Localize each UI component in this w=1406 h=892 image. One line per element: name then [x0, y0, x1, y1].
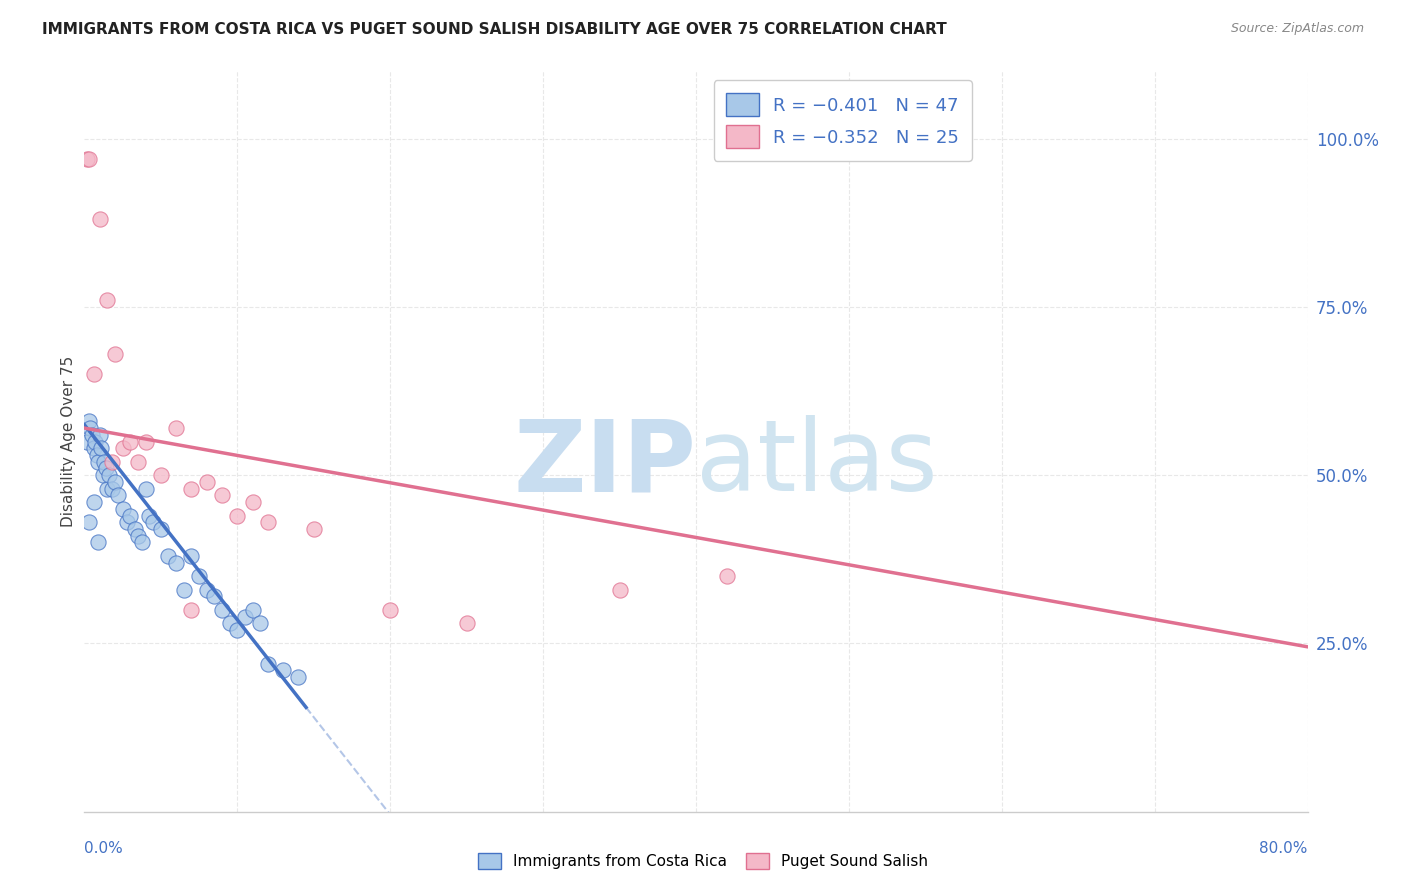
- Point: [242, 603, 264, 617]
- Point: [127, 529, 149, 543]
- Y-axis label: Disability Age Over 75: Disability Age Over 75: [60, 356, 76, 527]
- Point: [89, 212, 111, 227]
- Point: [124, 522, 146, 536]
- Point: [302, 522, 325, 536]
- Point: [76, 434, 98, 449]
- Point: [115, 516, 138, 530]
- Point: [195, 475, 218, 489]
- Point: [180, 482, 202, 496]
- Point: [79, 421, 101, 435]
- Point: [101, 455, 124, 469]
- Point: [77, 414, 100, 428]
- Legend: Immigrants from Costa Rica, Puget Sound Salish: Immigrants from Costa Rica, Puget Sound …: [472, 847, 934, 875]
- Point: [456, 616, 478, 631]
- Point: [111, 442, 134, 456]
- Point: [107, 488, 129, 502]
- Point: [127, 455, 149, 469]
- Point: [90, 442, 112, 456]
- Point: [157, 549, 180, 563]
- Text: Source: ZipAtlas.com: Source: ZipAtlas.com: [1230, 22, 1364, 36]
- Point: [149, 468, 172, 483]
- Point: [120, 434, 142, 449]
- Point: [149, 522, 172, 536]
- Point: [89, 427, 111, 442]
- Point: [716, 569, 738, 583]
- Text: IMMIGRANTS FROM COSTA RICA VS PUGET SOUND SALISH DISABILITY AGE OVER 75 CORRELAT: IMMIGRANTS FROM COSTA RICA VS PUGET SOUN…: [42, 22, 946, 37]
- Point: [202, 590, 225, 604]
- Point: [188, 569, 211, 583]
- Point: [142, 516, 165, 530]
- Point: [180, 549, 202, 563]
- Point: [218, 616, 240, 631]
- Point: [87, 535, 110, 549]
- Point: [84, 434, 107, 449]
- Text: 0.0%: 0.0%: [84, 841, 124, 856]
- Point: [77, 152, 100, 166]
- Point: [233, 609, 256, 624]
- Point: [380, 603, 402, 617]
- Legend: R = −0.401   N = 47, R = −0.352   N = 25: R = −0.401 N = 47, R = −0.352 N = 25: [714, 80, 972, 161]
- Point: [104, 475, 127, 489]
- Point: [91, 468, 114, 483]
- Text: ZIP: ZIP: [513, 416, 696, 512]
- Text: atlas: atlas: [696, 416, 938, 512]
- Point: [165, 421, 187, 435]
- Point: [96, 293, 118, 308]
- Point: [83, 368, 105, 382]
- Point: [242, 495, 264, 509]
- Point: [94, 461, 117, 475]
- Point: [96, 482, 118, 496]
- Point: [257, 516, 280, 530]
- Point: [111, 501, 134, 516]
- Point: [138, 508, 160, 523]
- Point: [120, 508, 142, 523]
- Point: [83, 495, 105, 509]
- Point: [249, 616, 271, 631]
- Point: [104, 347, 127, 361]
- Point: [101, 482, 124, 496]
- Point: [226, 623, 249, 637]
- Point: [211, 603, 233, 617]
- Point: [77, 516, 100, 530]
- Point: [271, 664, 294, 678]
- Point: [76, 152, 98, 166]
- Point: [135, 434, 157, 449]
- Point: [195, 582, 218, 597]
- Point: [83, 442, 105, 456]
- Point: [609, 582, 631, 597]
- Text: 80.0%: 80.0%: [1260, 841, 1308, 856]
- Point: [173, 582, 195, 597]
- Point: [93, 455, 115, 469]
- Point: [135, 482, 157, 496]
- Point: [211, 488, 233, 502]
- Point: [257, 657, 280, 671]
- Point: [165, 556, 187, 570]
- Point: [180, 603, 202, 617]
- Point: [287, 670, 309, 684]
- Point: [226, 508, 249, 523]
- Point: [86, 448, 108, 462]
- Point: [80, 427, 103, 442]
- Point: [131, 535, 153, 549]
- Point: [97, 468, 120, 483]
- Point: [87, 455, 110, 469]
